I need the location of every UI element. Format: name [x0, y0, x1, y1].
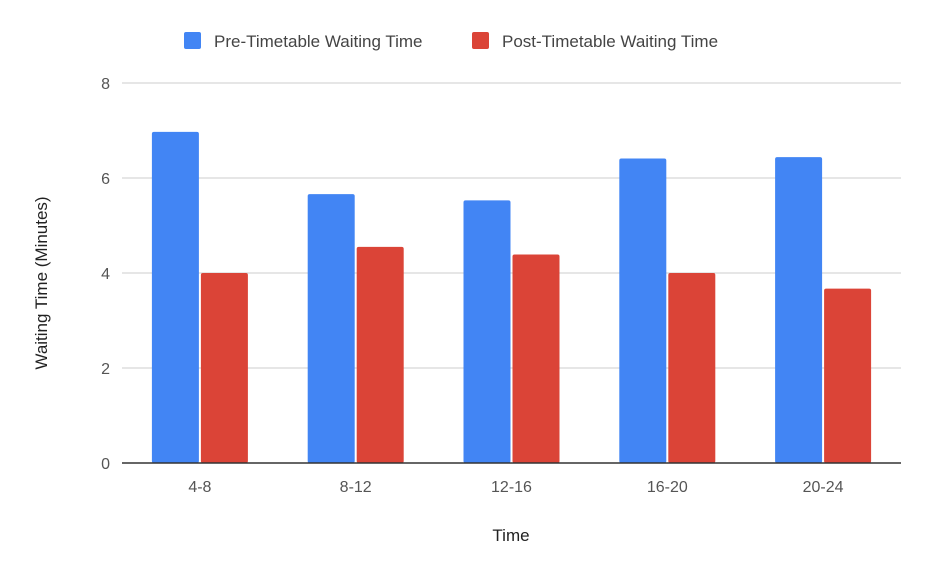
y-axis-title: Waiting Time (Minutes) — [32, 196, 51, 369]
bar-post-20-24[interactable] — [824, 288, 872, 463]
legend-swatch-pre — [184, 32, 201, 49]
bar-pre-4-8[interactable] — [151, 131, 199, 464]
bar-post-16-20[interactable] — [668, 273, 716, 463]
bar-pre-16-20[interactable] — [619, 158, 667, 463]
y-axis-ticks: 0 2 4 6 8 — [101, 76, 110, 473]
legend-label-pre: Pre-Timetable Waiting Time — [214, 32, 422, 51]
x-tick-label: 16-20 — [647, 479, 688, 496]
y-tick-label: 8 — [101, 76, 110, 93]
y-tick-label: 4 — [101, 266, 110, 283]
x-tick-label: 12-16 — [491, 479, 532, 496]
bar-pre-12-16[interactable] — [463, 200, 511, 463]
x-tick-label: 4-8 — [188, 479, 211, 496]
bar-post-4-8[interactable] — [200, 273, 248, 463]
gridlines — [122, 82, 901, 369]
bar-post-8-12[interactable] — [356, 246, 404, 463]
y-tick-label: 0 — [101, 456, 110, 473]
legend-swatch-post — [472, 32, 489, 49]
bar-pre-20-24[interactable] — [775, 157, 823, 463]
x-tick-label: 8-12 — [340, 479, 372, 496]
x-axis-title: Time — [492, 526, 529, 545]
legend-item-pre[interactable]: Pre-Timetable Waiting Time — [184, 32, 422, 51]
legend-label-post: Post-Timetable Waiting Time — [502, 32, 718, 51]
y-tick-label: 6 — [101, 171, 110, 188]
bars — [151, 131, 872, 464]
y-tick-label: 2 — [101, 361, 110, 378]
x-tick-label: 20-24 — [803, 479, 844, 496]
bar-post-12-16[interactable] — [512, 254, 560, 463]
legend: Pre-Timetable Waiting Time Post-Timetabl… — [184, 32, 718, 51]
x-axis-ticks: 4-8 8-12 12-16 16-20 20-24 — [188, 479, 843, 496]
bar-pre-8-12[interactable] — [307, 194, 355, 463]
legend-item-post[interactable]: Post-Timetable Waiting Time — [472, 32, 718, 51]
